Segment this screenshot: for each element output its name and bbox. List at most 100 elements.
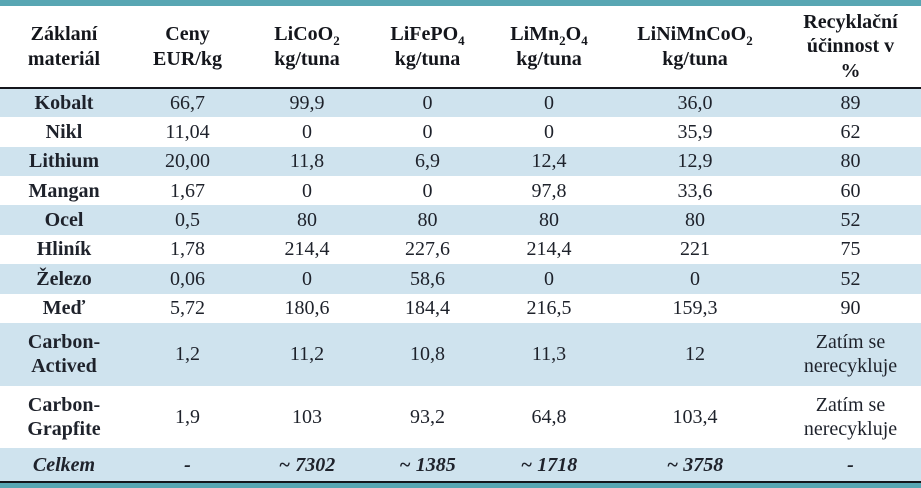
material-label: Nikl: [45, 120, 83, 143]
table-cell: 36,0: [610, 88, 780, 118]
table-cell: 11,2: [247, 322, 367, 386]
header-line: materiál: [27, 47, 101, 70]
column-header-linimncoo2: LiNiMnCoO2 kg/tuna: [610, 6, 780, 89]
table-row-zelezo: Železo 0,06 0 58,6 0 0 52: [0, 264, 921, 294]
table-cell: 64,8: [531, 405, 567, 428]
header-line: %: [840, 59, 861, 82]
table-cell: 0: [302, 120, 312, 143]
header-line: Ceny: [165, 23, 210, 46]
table-cell: 93,2: [410, 405, 445, 428]
table-row-total: Celkem - ~ 7302 ~ 1385 ~ 1718 ~ 3758 -: [0, 448, 921, 483]
table-cell: 62: [840, 120, 861, 143]
material-label: Kobalt: [0, 88, 128, 118]
table-cell: 66,7: [128, 88, 247, 118]
table-cell: 80: [367, 205, 488, 235]
total-cell: -: [780, 448, 921, 483]
table-cell: 0: [302, 179, 312, 202]
table-cell: 0: [422, 120, 433, 143]
table-cell: 0: [367, 88, 488, 118]
formula-subscript: 4: [581, 33, 588, 49]
table-cell: 184,4: [405, 297, 450, 319]
table-cell: 11,8: [247, 146, 367, 177]
table-cell: 20,00: [128, 146, 247, 177]
material-label: Carbon-Grapfite: [27, 393, 101, 441]
table-cell: 60: [840, 179, 861, 202]
chem-formula: LiMn2O4: [492, 22, 606, 49]
header-line: účinnost v: [806, 35, 895, 58]
chem-formula: LiNiMnCoO2: [614, 22, 776, 49]
table-cell: 11,04: [165, 120, 210, 143]
header-unit: kg/tuna: [662, 47, 728, 70]
header-unit: kg/tuna: [274, 47, 340, 70]
table-cell: 0: [544, 120, 554, 143]
table-cell: 12: [610, 322, 780, 386]
table-cell: 1,2: [128, 322, 247, 386]
header-unit: kg/tuna: [516, 47, 582, 70]
total-cell: ~ 1718: [488, 448, 610, 483]
header-line: EUR/kg: [153, 47, 222, 70]
formula-subscript: 2: [559, 33, 566, 49]
table-row-carbon-actived: Carbon-Actived 1,2 11,2 10,8 11,3 12 Zat…: [0, 322, 921, 386]
material-label: Ocel: [0, 205, 128, 235]
column-header-lifepo4: LiFePO4 kg/tuna: [367, 6, 488, 89]
table-cell: 12,9: [610, 146, 780, 177]
table-cell: 5,72: [170, 297, 205, 319]
table-cell: 10,8: [367, 322, 488, 386]
header-unit: kg/tuna: [394, 47, 461, 70]
table-row-lithium: Lithium 20,00 11,8 6,9 12,4 12,9 80: [0, 146, 921, 177]
material-label: Mangan: [28, 179, 100, 202]
table-cell: 0: [422, 179, 433, 202]
table-cell: 214,4: [284, 238, 330, 261]
table-cell: 221: [680, 238, 710, 261]
formula-text: LiCoO: [274, 23, 334, 46]
table-cell: 0: [488, 264, 610, 294]
table-cell: 58,6: [367, 264, 488, 294]
material-label: Lithium: [0, 146, 128, 177]
table-cell: 0: [247, 264, 367, 294]
table-row-ocel: Ocel 0,5 80 80 80 80 52: [0, 205, 921, 235]
table-cell: 214,4: [526, 238, 572, 261]
table-cell: 1,78: [170, 238, 205, 261]
table-cell: 52: [780, 264, 921, 294]
table-cell: Zatím se nerecykluje: [803, 393, 898, 441]
formula-text: LiFePO: [390, 23, 459, 46]
table-cell: 0: [488, 88, 610, 118]
column-header-licoo2: LiCoO2 kg/tuna: [247, 6, 367, 89]
table-cell: 216,5: [526, 297, 572, 319]
table-cell: 103,4: [672, 405, 718, 428]
table-row-med: Meď 5,72 180,6 184,4 216,5 159,3 90: [0, 294, 921, 323]
table-cell: 0,06: [128, 264, 247, 294]
total-cell: ~ 3758: [610, 448, 780, 483]
total-cell: -: [128, 448, 247, 483]
table-cell: 35,9: [677, 120, 713, 143]
material-label: Železo: [0, 264, 128, 294]
table-row-carbon-grapfite: Carbon-Grapfite 1,9 103 93,2 64,8 103,4 …: [0, 386, 921, 449]
battery-materials-table: Záklaní materiál Ceny EUR/kg LiCoO2 kg/t…: [0, 6, 921, 483]
table-cell: 89: [780, 88, 921, 118]
chem-formula: LiFePO4: [371, 22, 484, 47]
formula-text: LiMn: [510, 23, 560, 46]
total-label: Celkem: [0, 448, 128, 483]
table-cell: 97,8: [531, 179, 567, 202]
table-cell: 99,9: [247, 88, 367, 118]
table-cell: 103: [292, 405, 322, 428]
table-cell: 80: [488, 205, 610, 235]
table-cell: 159,3: [672, 297, 718, 319]
table-cell: 227,6: [405, 238, 450, 261]
column-header-limn2o4: LiMn2O4 kg/tuna: [488, 6, 610, 89]
material-label: Meď: [42, 297, 86, 319]
formula-subscript: 2: [746, 33, 753, 49]
total-cell: ~ 1385: [367, 448, 488, 483]
header-line: Recyklační: [803, 10, 898, 33]
header-line: Záklaní: [30, 23, 98, 46]
table-row-mangan: Mangan 1,67 0 0 97,8 33,6 60: [0, 176, 921, 205]
material-label: Hliník: [36, 238, 92, 261]
formula-subscript: 2: [333, 33, 340, 49]
table-cell: 12,4: [488, 146, 610, 177]
table-cell: 52: [780, 205, 921, 235]
chem-formula: LiCoO2: [251, 22, 363, 49]
table-cell: 0: [610, 264, 780, 294]
table-cell: 1,67: [170, 179, 205, 202]
column-header-recycling-efficiency: Recyklační účinnost v %: [780, 6, 921, 89]
